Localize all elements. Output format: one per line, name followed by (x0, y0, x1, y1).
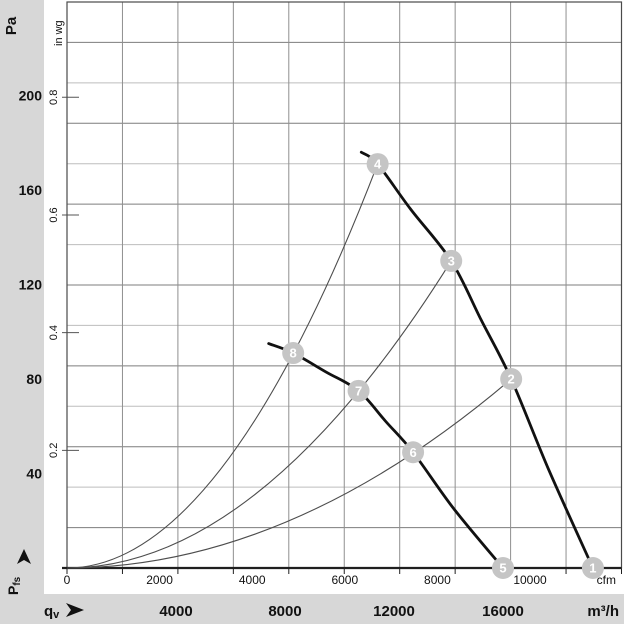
cfm-tick-label: 10000 (513, 573, 547, 587)
axis-tick-labels: 40 80 120 160 200 0.2 0.4 0.6 0.8 0 2000 4000 6000 80… (19, 88, 547, 620)
plot-frame (62, 1, 623, 570)
operating-points: 1 2 3 4 5 6 7 8 (282, 153, 604, 579)
m3h-tick-label: 16000 (482, 603, 524, 620)
m3h-tick-label: 8000 (268, 603, 301, 620)
inwg-tick-label: 0.6 (48, 207, 60, 222)
pfs-axis-label: Pfs (5, 576, 23, 595)
operating-point-8 (282, 342, 305, 365)
operating-point-1 (581, 557, 604, 579)
operating-point-7 (347, 379, 370, 402)
inwg-axis-unit-label: in wg (53, 20, 65, 46)
inwg-tick-label: 0.8 (48, 90, 60, 105)
operating-point-4 (366, 153, 389, 176)
pfs-label-subscript: fs (12, 576, 23, 585)
operating-point-2 (500, 368, 523, 391)
operating-point-label-2: 2 (508, 372, 515, 387)
operating-point-6 (402, 441, 425, 464)
pa-tick-label: 120 (19, 277, 43, 293)
pa-axis-unit-label: Pa (3, 16, 20, 35)
operating-point-label-3: 3 (448, 253, 455, 268)
cfm-tick-label: 6000 (331, 573, 358, 587)
pa-tick-label: 200 (19, 88, 43, 104)
cfm-axis-unit-label: cfm (597, 573, 616, 587)
qv-axis-label: qv (44, 603, 60, 621)
pfs-label-main: P (5, 586, 21, 595)
operating-point-5 (492, 557, 514, 579)
left-margin-band (0, 0, 44, 594)
system-resistance-A (66, 163, 379, 569)
qv-axis-arrow-icon (66, 603, 84, 617)
system-resistance-C (66, 378, 512, 569)
inwg-tick-label: 0.4 (48, 325, 60, 340)
system-resistance-B (66, 260, 452, 569)
operating-point-label-7: 7 (355, 383, 362, 398)
cfm-tick-label: 2000 (146, 573, 173, 587)
pfs-axis-arrow-icon (17, 549, 31, 564)
pa-tick-label: 160 (19, 182, 43, 198)
m3h-tick-label: 4000 (159, 603, 192, 620)
operating-point-label-8: 8 (290, 346, 297, 361)
cfm-tick-label: 8000 (424, 573, 451, 587)
cfm-tick-label: 0 (64, 573, 71, 587)
footer-margin-band (0, 594, 624, 624)
operating-point-label-1: 1 (589, 561, 596, 576)
operating-point-label-5: 5 (499, 561, 506, 576)
inwg-tick-label: 0.2 (48, 443, 60, 458)
fan-curve-high-speed (359, 150, 595, 570)
pa-tick-label: 40 (26, 466, 42, 482)
m3h-axis-unit-label: m³/h (587, 603, 619, 620)
pa-tick-label: 80 (26, 371, 42, 387)
cfm-tick-label: 4000 (239, 573, 266, 587)
operating-point-3 (440, 249, 463, 272)
qv-label-subscript: v (53, 609, 60, 621)
m3h-tick-label: 12000 (373, 603, 415, 620)
grid-lines (67, 2, 622, 568)
qv-label-main: q (44, 603, 53, 620)
operating-point-label-4: 4 (374, 157, 382, 172)
operating-point-label-6: 6 (409, 445, 416, 460)
